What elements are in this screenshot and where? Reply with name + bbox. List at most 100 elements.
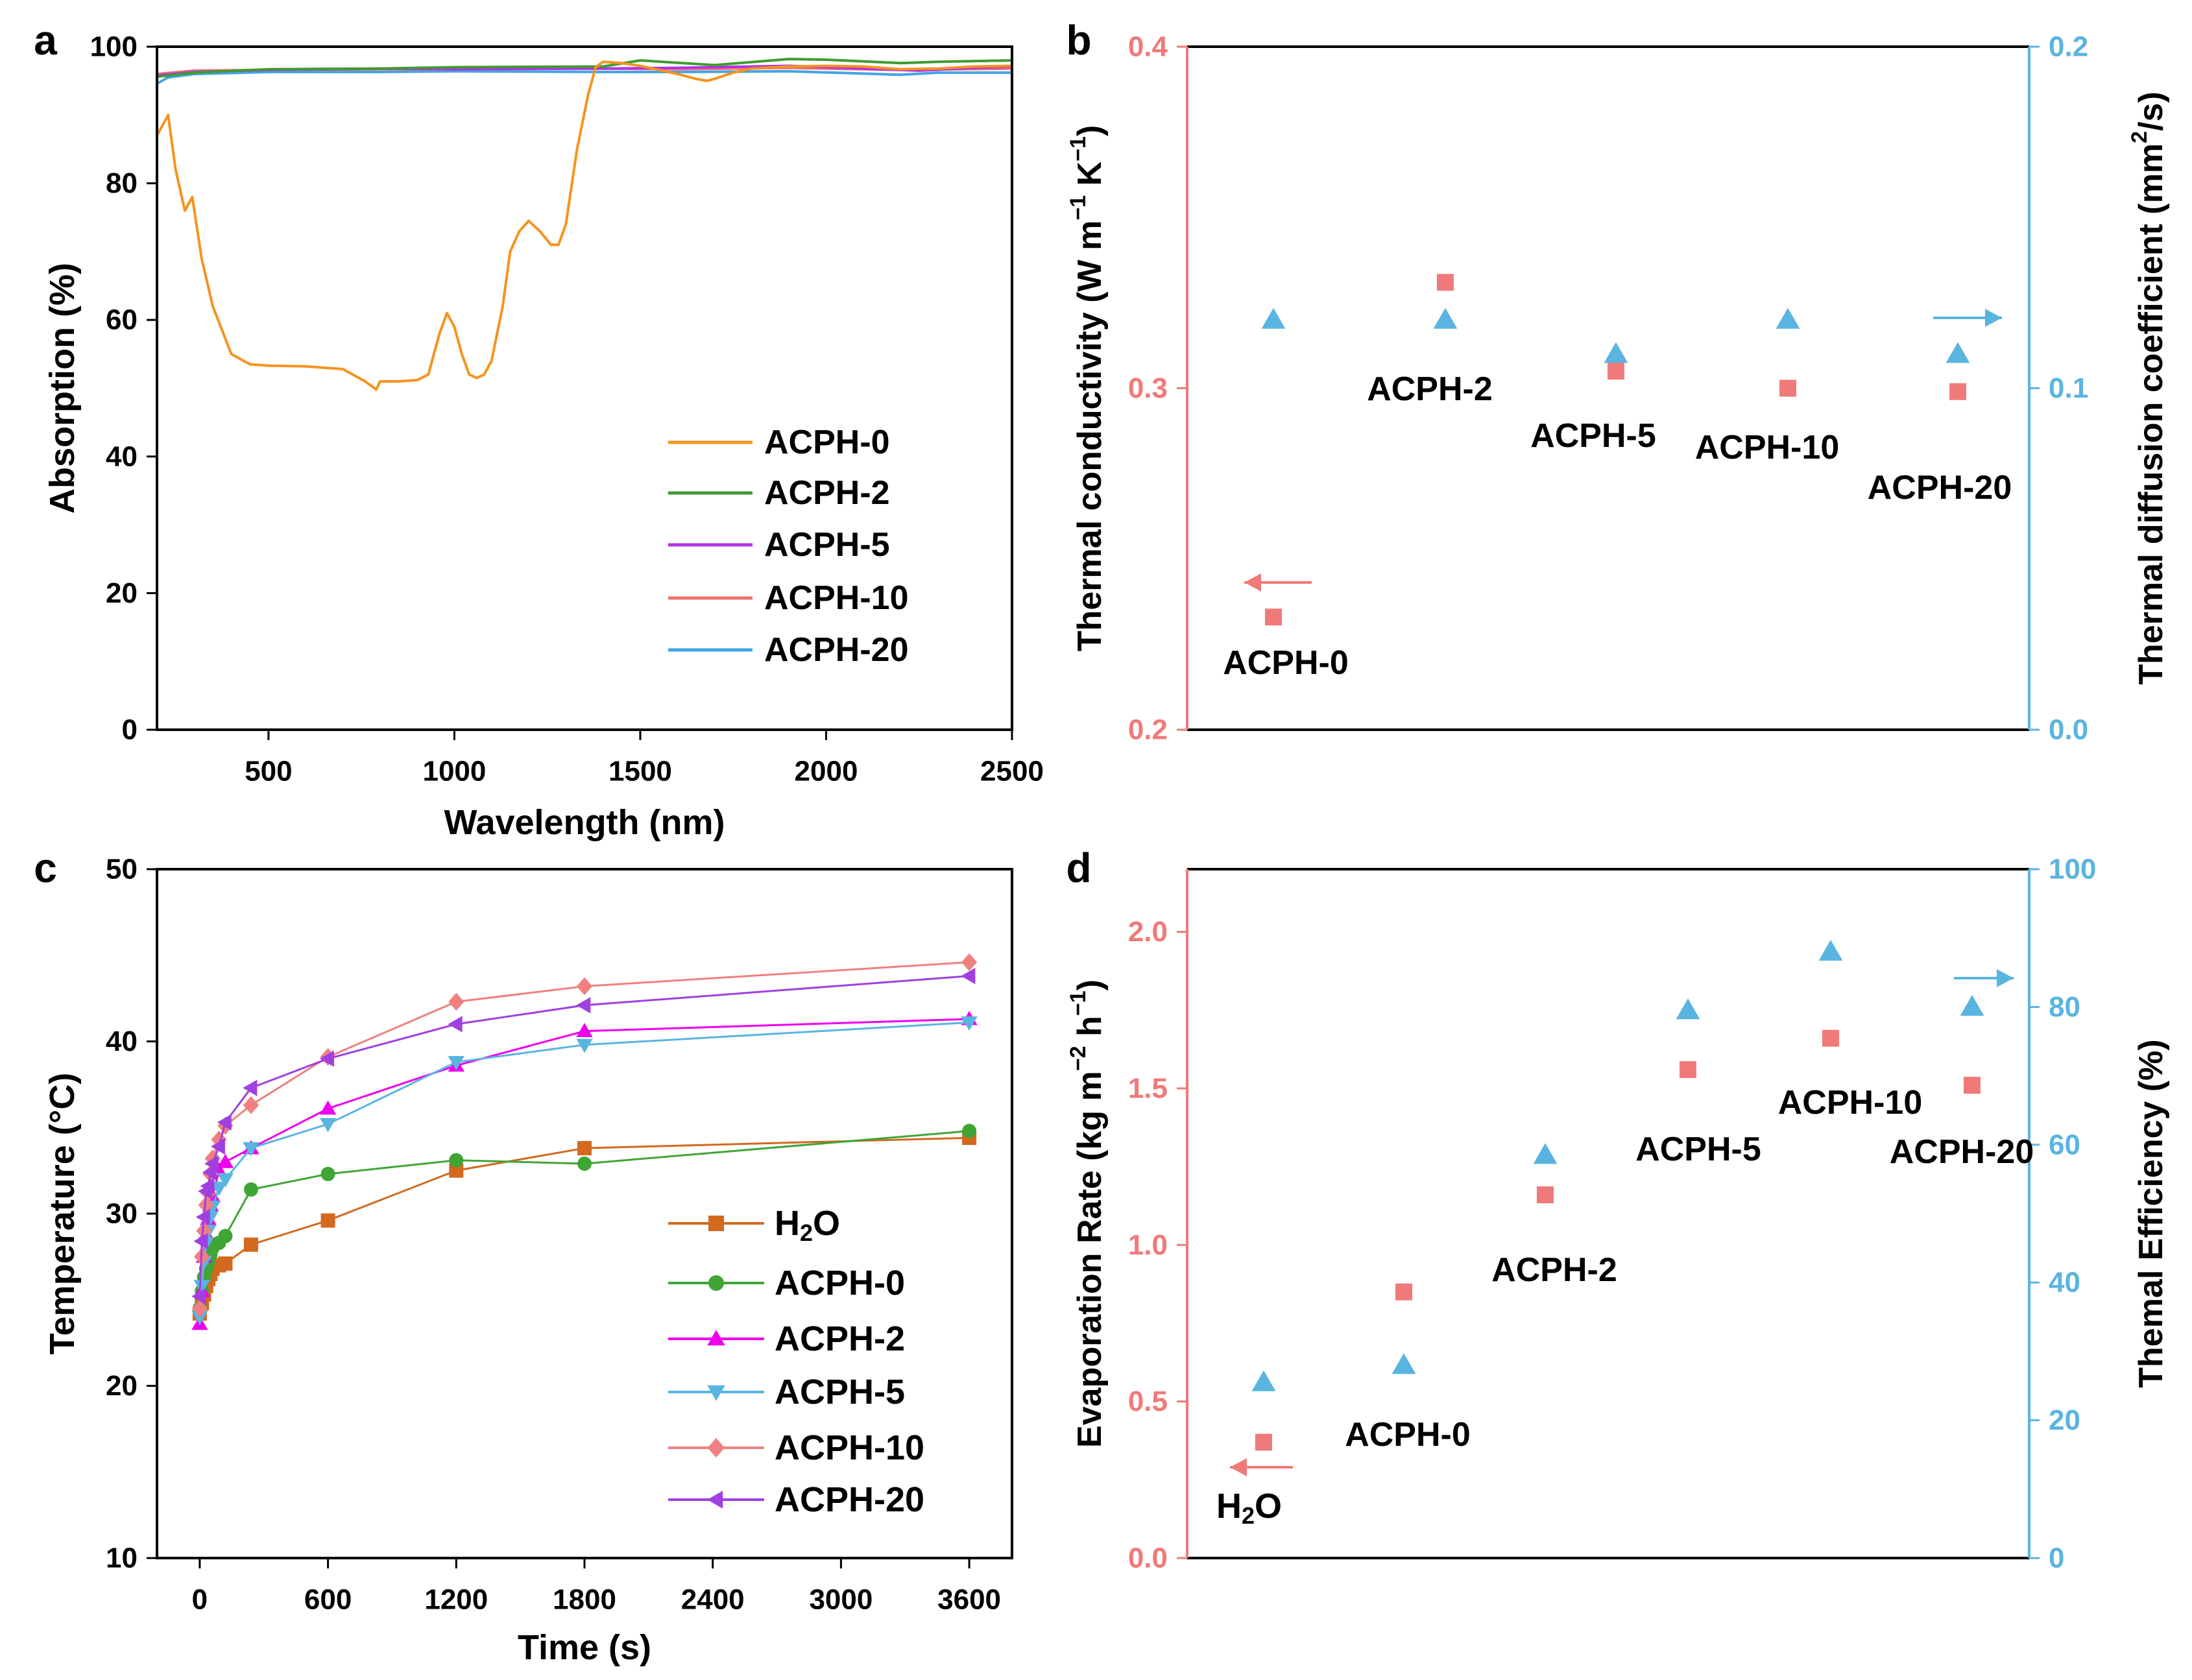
data-point-acph-0 (320, 1166, 335, 1181)
sample-label: ACPH-10 (1695, 429, 1840, 466)
data-point-acph-20 (200, 1177, 215, 1195)
panel-a-ylabel: Absorption (%) (43, 263, 82, 514)
legend-swatch-marker (707, 1438, 725, 1458)
panel-b-ytick-right-label: 0.0 (2049, 714, 2088, 746)
ylabel-part: /s) (2132, 91, 2170, 131)
data-point-acph-2 (319, 1100, 337, 1115)
sample-label: ACPH-2 (1491, 1251, 1617, 1289)
data-point-acph-0 (243, 1182, 258, 1197)
data-point-acph-10 (576, 977, 593, 996)
panel-a-ytick-label: 80 (106, 167, 138, 199)
data-point-acph-10 (196, 1221, 212, 1240)
legend-label: ACPH-10 (764, 579, 909, 617)
efficiency-point (1533, 1143, 1558, 1164)
data-point-h2o (320, 1213, 335, 1228)
right-axis-arrow-head (1997, 969, 2014, 987)
data-point-acph-10 (961, 953, 978, 972)
series-line-acph-2 (157, 58, 1012, 78)
data-point-acph-5 (210, 1181, 228, 1196)
panel-c-xtick-label: 0 (192, 1584, 208, 1616)
efficiency-point (1818, 940, 1843, 961)
legend-label: ACPH-20 (775, 1480, 924, 1519)
right-axis-arrow (1933, 309, 2002, 327)
left-axis-arrow (1230, 1458, 1293, 1476)
series-line-acph-0 (157, 60, 1012, 391)
panel-a-ytick-label: 20 (106, 577, 138, 609)
panel-c-xtick-label: 3600 (937, 1584, 1001, 1616)
panel-b-ylabel-left: Thermal conductivity (W m−1 K−1) (1066, 125, 1109, 651)
panel-c-xtick-label: 600 (304, 1584, 352, 1616)
panel-d-ytick-right-label: 40 (2049, 1267, 2080, 1299)
panel-letter-c: c (34, 845, 57, 891)
data-point-acph-5 (191, 1310, 208, 1325)
data-point-acph-0 (449, 1153, 464, 1168)
diffusion-point (1261, 307, 1286, 329)
panel-d-ytick-label: 2.0 (1128, 916, 1168, 948)
diffusion-point (1433, 307, 1458, 329)
panel-a-xlabel: Wavelength (nm) (444, 803, 725, 842)
ylabel-part: −1 (1066, 195, 1090, 221)
ylabel-part: −1 (1066, 990, 1090, 1016)
data-point-acph-10 (191, 1299, 208, 1317)
panel-d-ytick-label: 1.5 (1128, 1072, 1168, 1104)
legend-label: ACPH-5 (764, 526, 890, 564)
data-point-h2o (218, 1256, 233, 1271)
h2o-part: O (813, 1204, 840, 1243)
sample-label: ACPH-5 (1635, 1131, 1761, 1168)
legend-label: ACPH-20 (764, 631, 909, 669)
panel-c-ytick-label: 10 (106, 1542, 138, 1574)
data-point-acph-10 (243, 1096, 259, 1114)
panel-d-ytick-right-label: 0 (2049, 1542, 2064, 1574)
panel-letter-b: b (1066, 17, 1091, 64)
panel-a: a 500 1000 1500 2000 2500 0 20 40 60 80 100 Waveleng… (34, 17, 1044, 842)
data-point-acph-0 (577, 1157, 592, 1171)
panel-a-xtick-label: 500 (245, 756, 292, 787)
sample-label: ACPH-20 (1868, 469, 2012, 507)
panel-b-ytick-right-label: 0.1 (2049, 372, 2088, 404)
legend-label: ACPH-2 (775, 1319, 905, 1358)
data-point-acph-5 (193, 1280, 210, 1295)
data-point-acph-20 (191, 1288, 206, 1305)
efficiency-point (1391, 1353, 1416, 1374)
sample-label: ACPH-2 (1367, 370, 1493, 408)
panel-a-xtick-label: 2000 (795, 756, 858, 787)
panel-c-xtick-label: 1800 (553, 1584, 616, 1616)
panel-a-ytick-label: 40 (106, 440, 138, 472)
data-point-acph-10 (198, 1195, 214, 1214)
ylabel-part: ) (1071, 125, 1109, 136)
panel-letter-d: d (1066, 845, 1091, 891)
panel-d-ytick-right-label: 100 (2049, 854, 2096, 885)
data-point-acph-0 (962, 1123, 977, 1138)
data-point-acph-20 (217, 1114, 232, 1131)
panel-b: b 0.2 0.3 0.4 0.0 0.1 0.2 ACPH-0 ACPH-2 ACPH-5 ACP… (1066, 17, 2170, 746)
sample-label-h2o: H2O (1216, 1487, 1282, 1529)
panel-c-ytick-label: 50 (106, 854, 138, 885)
efficiency-point (1251, 1370, 1276, 1391)
sample-label: ACPH-5 (1530, 417, 1656, 455)
conductivity-point (1949, 383, 1966, 400)
panel-c-xlabel: Time (s) (518, 1628, 651, 1667)
efficiency-point (1676, 998, 1700, 1020)
right-axis-arrow-head (1985, 309, 2002, 327)
panel-d: d 0.0 0.5 1.0 1.5 2.0 0 20 40 60 80 100 ACPH-0 ACPH-2… (1066, 845, 2170, 1574)
data-point-acph-10 (448, 992, 464, 1011)
panel-a-series (157, 58, 1012, 391)
data-point-acph-20 (193, 1232, 208, 1250)
ylabel-part: Evaporation Rate (kg m (1071, 1071, 1109, 1448)
ylabel-part: −2 (1066, 1046, 1090, 1071)
legend-label: ACPH-0 (775, 1264, 905, 1302)
data-point-acph-20 (204, 1155, 219, 1172)
evaporation-point (1395, 1283, 1412, 1301)
panel-a-legend: ACPH-0 ACPH-2 ACPH-5 ACPH-10 ACPH-20 (668, 424, 909, 669)
panel-a-xtick-label: 1000 (422, 756, 486, 787)
legend-label: ACPH-10 (775, 1428, 924, 1467)
left-axis-arrow-head (1230, 1458, 1247, 1476)
panel-c-xtick-label: 1200 (424, 1584, 488, 1616)
panel-c-ytick-label: 40 (106, 1026, 138, 1057)
legend-label: ACPH-0 (764, 424, 890, 461)
efficiency-point (1960, 995, 1984, 1016)
panel-c-ylabel: Temperature (°C) (43, 1073, 82, 1355)
ylabel-part: ) (1071, 979, 1109, 990)
panel-b-ytick-label: 0.3 (1128, 372, 1168, 404)
